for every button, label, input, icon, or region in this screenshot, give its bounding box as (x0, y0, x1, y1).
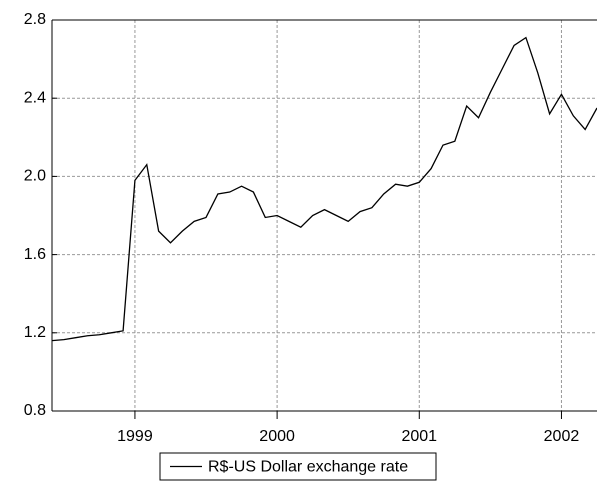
y-tick-label: 0.8 (24, 402, 46, 419)
y-tick-label: 1.2 (24, 324, 46, 341)
y-tick-label: 2.4 (24, 89, 46, 106)
x-tick-label: 2001 (401, 428, 437, 445)
x-tick-label: 2002 (544, 428, 580, 445)
series-line (51, 36, 597, 342)
x-tick-label: 1999 (117, 428, 153, 445)
y-tick-label: 2.0 (24, 168, 46, 185)
y-tick-label: 2.8 (24, 11, 46, 28)
legend-box (159, 452, 437, 481)
x-tick-label: 2000 (259, 428, 295, 445)
legend-label: R$-US Dollar exchange rate (208, 459, 408, 476)
y-tick-label: 1.6 (24, 246, 46, 263)
